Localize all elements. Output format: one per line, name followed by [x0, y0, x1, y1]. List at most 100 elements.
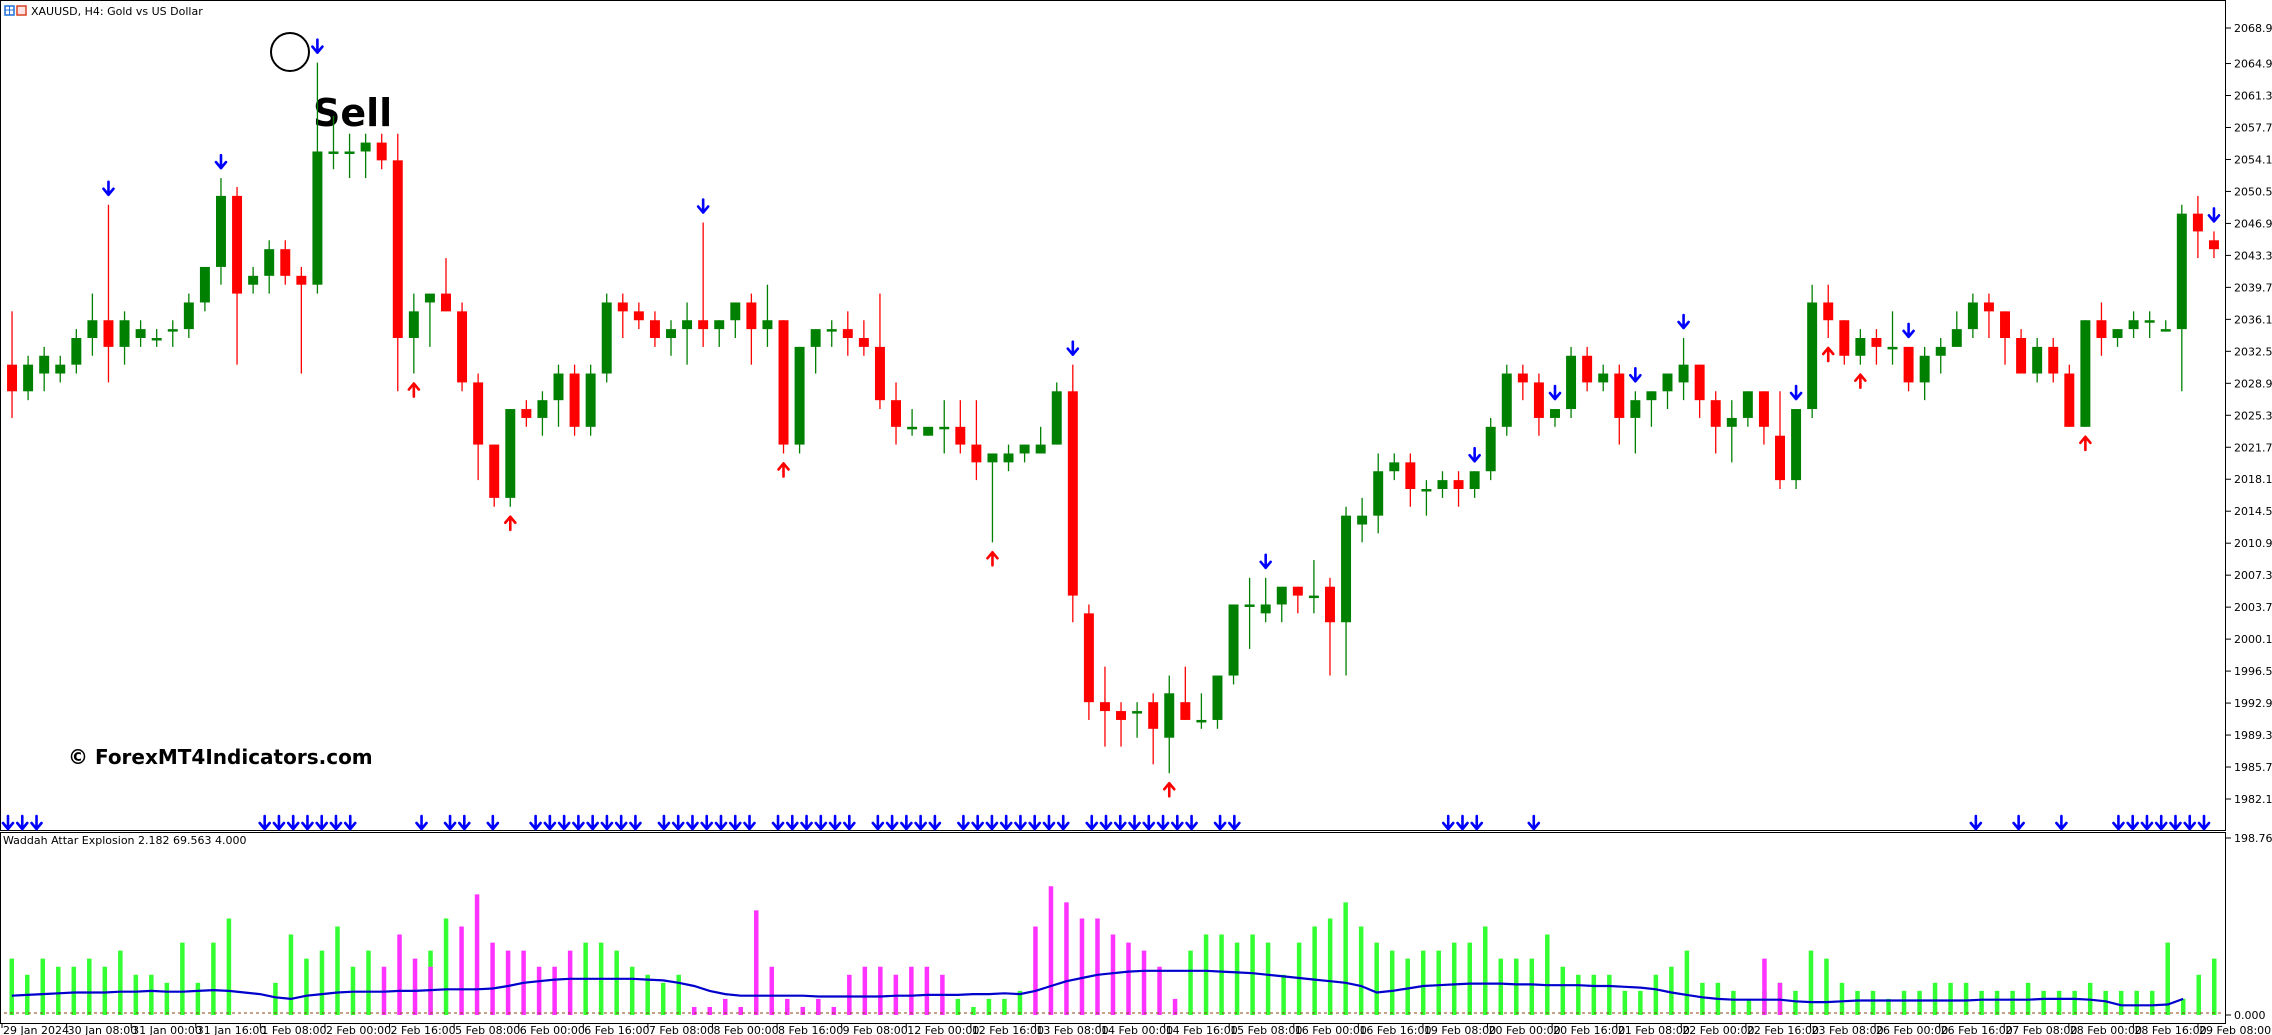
candle	[1646, 391, 1657, 427]
bottom-sell-marker-icon	[2197, 814, 2211, 831]
candle-body	[1035, 444, 1046, 454]
price-tick-label: 2057.70	[2234, 121, 2272, 134]
candle	[1373, 453, 1384, 534]
candle	[698, 222, 709, 347]
candle	[392, 133, 403, 392]
bottom-sell-marker-icon	[600, 814, 614, 831]
sell-arrow-icon	[2207, 207, 2221, 223]
candle	[1003, 444, 1014, 472]
candle	[2176, 204, 2187, 392]
candle-body	[1405, 462, 1416, 490]
candle	[408, 293, 419, 374]
candle-body	[183, 302, 194, 330]
candle-body	[698, 320, 709, 330]
candle-body	[408, 311, 419, 338]
indicator-frame	[0, 832, 2226, 1024]
bottom-sell-marker-icon	[2012, 814, 2025, 831]
candle-body	[1694, 364, 1705, 401]
candle	[344, 133, 355, 179]
price-tick-label: 2043.30	[2234, 249, 2272, 262]
main-chart-frame	[0, 0, 2226, 831]
candle-body	[858, 337, 869, 347]
candle	[794, 346, 805, 454]
candle-body	[1839, 320, 1850, 356]
candle-body	[1598, 373, 1609, 383]
bottom-sell-marker-icon	[1113, 814, 1127, 831]
candle	[55, 355, 66, 383]
candle	[1453, 471, 1464, 507]
time-tick-label: 14 Feb 16:00	[1166, 1024, 1238, 1035]
bottom-sell-marker-icon	[15, 814, 29, 831]
bottom-sell-marker-icon	[971, 814, 984, 831]
candle	[264, 240, 275, 294]
candle	[617, 293, 628, 338]
bottom-sell-marker-icon	[785, 814, 799, 831]
candle-body	[2000, 311, 2011, 338]
candle-body	[2160, 329, 2171, 332]
candle	[1839, 320, 1850, 365]
time-tick-label: 26 Feb 00:00	[1876, 1024, 1948, 1035]
candle	[601, 293, 612, 383]
bottom-sell-marker-icon	[686, 814, 699, 831]
candle	[730, 302, 741, 338]
candle-body	[633, 311, 644, 321]
candle	[135, 320, 146, 347]
bottom-sell-marker-icon	[2055, 814, 2068, 831]
sell-arrow-icon	[1066, 340, 1080, 356]
candle-body	[2208, 240, 2219, 250]
buy-arrow-icon	[986, 550, 999, 567]
candle-body	[666, 329, 676, 338]
candle-body	[2064, 373, 2075, 427]
candle-body	[923, 426, 934, 436]
candle	[39, 346, 50, 392]
candle	[971, 400, 982, 481]
candle	[2192, 195, 2203, 259]
bottom-sell-marker-icon	[728, 814, 742, 831]
candle-body	[151, 337, 162, 341]
candle	[1550, 409, 1560, 427]
bottom-sell-marker-icon	[1171, 814, 1184, 831]
candle-body	[1453, 480, 1464, 490]
candle	[1758, 391, 1769, 445]
price-tick-label: 2061.30	[2234, 90, 2272, 103]
time-tick-label: 13 Feb 08:00	[1036, 1024, 1108, 1035]
time-tick-label: 7 Feb 08:00	[649, 1024, 714, 1035]
candle	[1983, 293, 1994, 338]
candle	[232, 186, 243, 365]
candle-body	[1132, 711, 1143, 714]
candle-body	[1003, 453, 1014, 463]
candle	[907, 409, 918, 436]
candle-body	[1501, 373, 1512, 427]
candle	[457, 302, 468, 392]
candle	[1871, 329, 1882, 365]
candle-body	[87, 320, 98, 338]
bottom-sell-marker-icon	[1099, 814, 1113, 831]
candle-body	[1807, 302, 1818, 410]
candle-body	[1341, 515, 1352, 623]
candle	[1533, 373, 1544, 436]
candle-body	[1389, 462, 1400, 472]
price-tick-label: 1982.10	[2234, 793, 2272, 806]
bottom-sell-marker-icon	[671, 814, 685, 831]
candle-body	[424, 293, 435, 303]
symbol-title: XAUUSD, H4: Gold vs US Dollar	[31, 5, 203, 18]
price-tick-label: 1985.70	[2234, 761, 2272, 774]
candle-body	[601, 302, 612, 374]
candle-body	[296, 275, 307, 285]
candle-body	[939, 426, 950, 430]
candle	[1694, 364, 1705, 418]
candle	[2032, 337, 2043, 383]
bottom-sell-marker-icon	[1456, 814, 1469, 831]
candle-body	[1164, 693, 1175, 738]
candle	[649, 311, 660, 347]
time-tick-label: 29 Feb 08:00	[2199, 1024, 2271, 1035]
candle	[328, 115, 339, 170]
bottom-sell-marker-icon	[301, 814, 314, 831]
bottom-sell-marker-icon	[2154, 814, 2168, 831]
candle	[23, 355, 34, 401]
candle	[1485, 417, 1496, 481]
candle	[1678, 337, 1689, 401]
bottom-sell-marker-icon	[1028, 814, 1041, 831]
